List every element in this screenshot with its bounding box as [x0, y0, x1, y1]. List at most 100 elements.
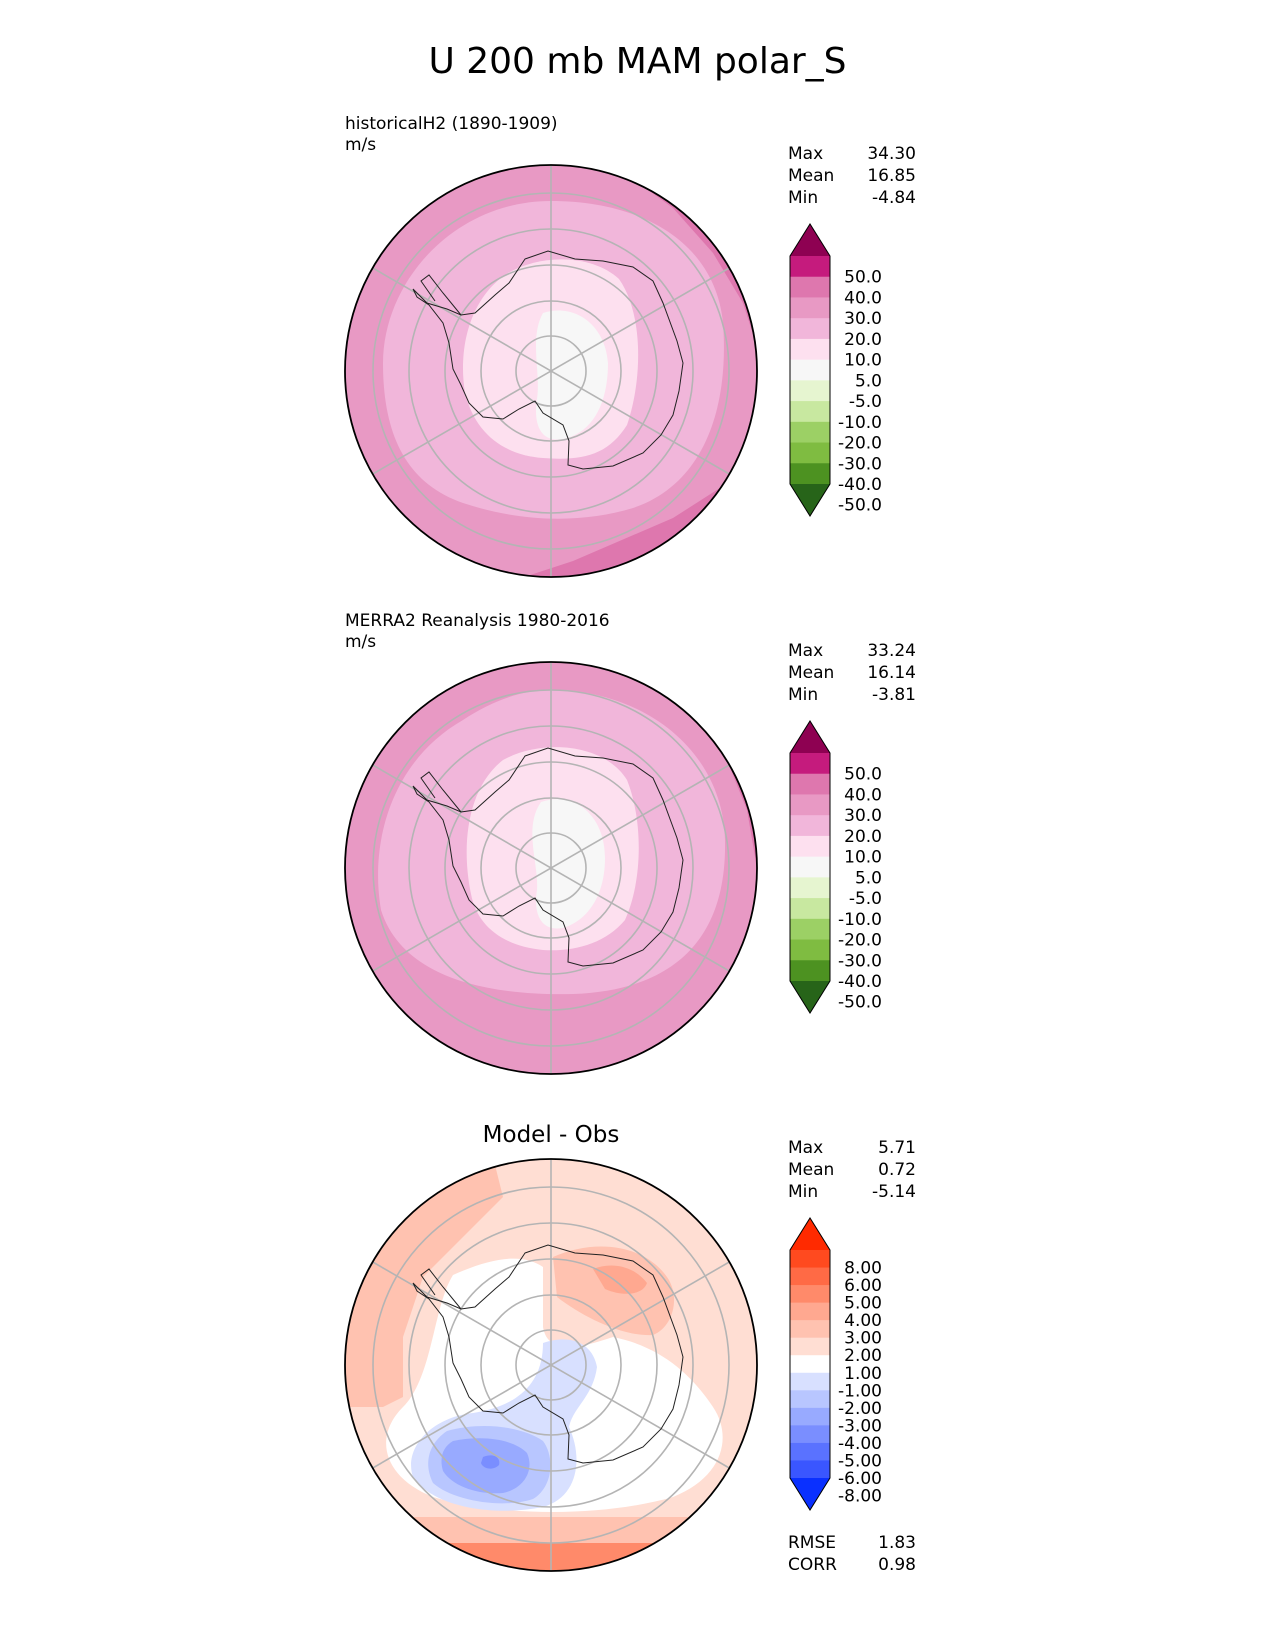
colorbar-segment — [790, 401, 830, 423]
colorbar-segment — [790, 939, 830, 961]
colorbar-tick-label: 40.0 — [844, 288, 882, 308]
panel-3-antarctica-outline — [412, 1244, 684, 1464]
stats-value: -3.81 — [872, 685, 916, 705]
panel-3-zone-neg5-neg4 — [481, 1455, 500, 1469]
stats-value: 5.71 — [878, 1138, 916, 1158]
figure-title: U 200 mb MAM polar_S — [428, 41, 847, 82]
panel-3-error-stats: RMSE 1.83 CORR 0.98 — [788, 1532, 916, 1576]
colorbar-tick-label: -5.00 — [838, 1451, 882, 1471]
colorbar-tick-label: 30.0 — [844, 806, 882, 826]
colorbar-tick-label: -1.00 — [838, 1381, 882, 1401]
stats-label: Max — [788, 1138, 824, 1158]
panel-3-map — [344, 1158, 758, 1572]
stats-value: 33.24 — [867, 641, 916, 661]
colorbar-segment — [790, 753, 830, 775]
colorbar-segment — [790, 1337, 830, 1356]
colorbar-outline — [789, 223, 831, 517]
panel-1-antarctica-outline — [412, 250, 684, 470]
colorbar-outline — [789, 720, 831, 1014]
colorbar-tick-label: -5.0 — [849, 392, 882, 412]
colorbar-tick-label: -20.0 — [838, 931, 882, 951]
colorbar-tick-label: -10.0 — [838, 910, 882, 930]
colorbar-segment — [790, 960, 830, 982]
panel-3-colorbar: 8.006.005.004.003.002.001.00-1.00-2.00-3… — [789, 1217, 882, 1511]
colorbar-tick-label: 5.0 — [855, 371, 882, 391]
panel-1-map — [344, 164, 758, 578]
colorbar-extend-bottom — [790, 1478, 830, 1510]
colorbar-segment — [790, 338, 830, 361]
colorbar-tick-label: 50.0 — [844, 268, 882, 288]
colorbar-segment — [790, 1425, 830, 1444]
colorbar-tick-label: -40.0 — [838, 475, 882, 495]
error-stats-value: 0.98 — [878, 1555, 916, 1575]
colorbar-segment — [790, 359, 830, 381]
panel-1-title: historicalH2 (1890-1909) m/s — [345, 114, 558, 156]
colorbar-segment — [790, 773, 830, 795]
panel-2-antarctica-outline — [412, 747, 684, 967]
colorbar-segment — [790, 1442, 830, 1461]
colorbar-tick-label: -2.00 — [838, 1399, 882, 1419]
colorbar-segment — [790, 1390, 830, 1409]
panel-2-colorbar: 50.040.030.020.010.05.0-5.0-10.0-20.0-30… — [789, 720, 882, 1014]
colorbar-outline — [789, 1217, 831, 1511]
panel-3-stats: Max 5.71 Mean 0.72 Min -5.14 — [788, 1137, 916, 1203]
stats-label: Max — [788, 641, 824, 661]
colorbar-segment — [790, 794, 830, 816]
colorbar-segment — [790, 856, 830, 878]
colorbar-tick-label: 5.0 — [855, 868, 882, 888]
panel-2-units: m/s — [345, 632, 377, 652]
panel-1-colorbar: 50.040.030.020.010.05.0-5.0-10.0-20.0-30… — [789, 223, 882, 517]
colorbar-extend-bottom — [790, 484, 830, 516]
colorbar-extend-top — [790, 721, 830, 753]
colorbar-tick-label: 4.00 — [844, 1311, 882, 1331]
colorbar-tick-label: 6.00 — [844, 1276, 882, 1296]
colorbar-segment — [790, 877, 830, 899]
stats-label: Min — [788, 685, 819, 705]
colorbar-segment — [790, 898, 830, 920]
stats-value: 16.14 — [867, 663, 916, 683]
colorbar-segment — [790, 1302, 830, 1321]
colorbar-tick-label: 5.00 — [844, 1294, 882, 1314]
error-stats-label: CORR — [788, 1555, 837, 1575]
stats-value: -4.84 — [872, 188, 916, 208]
colorbar-tick-label: -8.00 — [838, 1487, 882, 1507]
colorbar-tick-label: 20.0 — [844, 330, 882, 350]
colorbar-tick-label: -40.0 — [838, 972, 882, 992]
colorbar-tick-label: 8.00 — [844, 1259, 882, 1279]
error-stats-value: 1.83 — [878, 1533, 916, 1553]
colorbar-tick-label: 3.00 — [844, 1329, 882, 1349]
colorbar-segment — [790, 442, 830, 464]
colorbar-tick-label: -5.0 — [849, 889, 882, 909]
stats-value: 16.85 — [867, 166, 916, 186]
colorbar-extend-top — [790, 224, 830, 256]
colorbar-tick-label: -6.00 — [838, 1469, 882, 1489]
colorbar-tick-label: 10.0 — [844, 351, 882, 371]
colorbar-tick-label: -20.0 — [838, 434, 882, 454]
colorbar-segment — [790, 1250, 830, 1269]
panel-1-peninsula-outline — [420, 274, 462, 316]
colorbar-tick-label: 30.0 — [844, 309, 882, 329]
colorbar-tick-label: 50.0 — [844, 765, 882, 785]
panel-1-units: m/s — [345, 135, 377, 155]
colorbar-segment — [790, 815, 830, 837]
colorbar-segment — [790, 276, 830, 298]
colorbar-segment — [790, 1355, 830, 1374]
colorbar-segment — [790, 1267, 830, 1286]
panel-1-title-line1: historicalH2 (1890-1909) — [345, 114, 558, 134]
panel-2-map — [344, 661, 758, 1075]
stats-label: Min — [788, 188, 819, 208]
stats-label: Max — [788, 144, 824, 164]
stats-label: Mean — [788, 663, 835, 683]
stats-value: -5.14 — [872, 1182, 916, 1202]
colorbar-extend-top — [790, 1218, 830, 1250]
colorbar-tick-label: 1.00 — [844, 1364, 882, 1384]
error-stats-label: RMSE — [788, 1533, 837, 1553]
colorbar-segment — [790, 421, 830, 444]
colorbar-segment — [790, 256, 830, 278]
colorbar-segment — [790, 1285, 830, 1304]
panel-2-title-line1: MERRA2 Reanalysis 1980-2016 — [345, 611, 610, 631]
colorbar-tick-label: 10.0 — [844, 848, 882, 868]
stats-label: Mean — [788, 166, 835, 186]
panel-2-peninsula-outline — [420, 771, 462, 813]
colorbar-segment — [790, 1407, 830, 1426]
